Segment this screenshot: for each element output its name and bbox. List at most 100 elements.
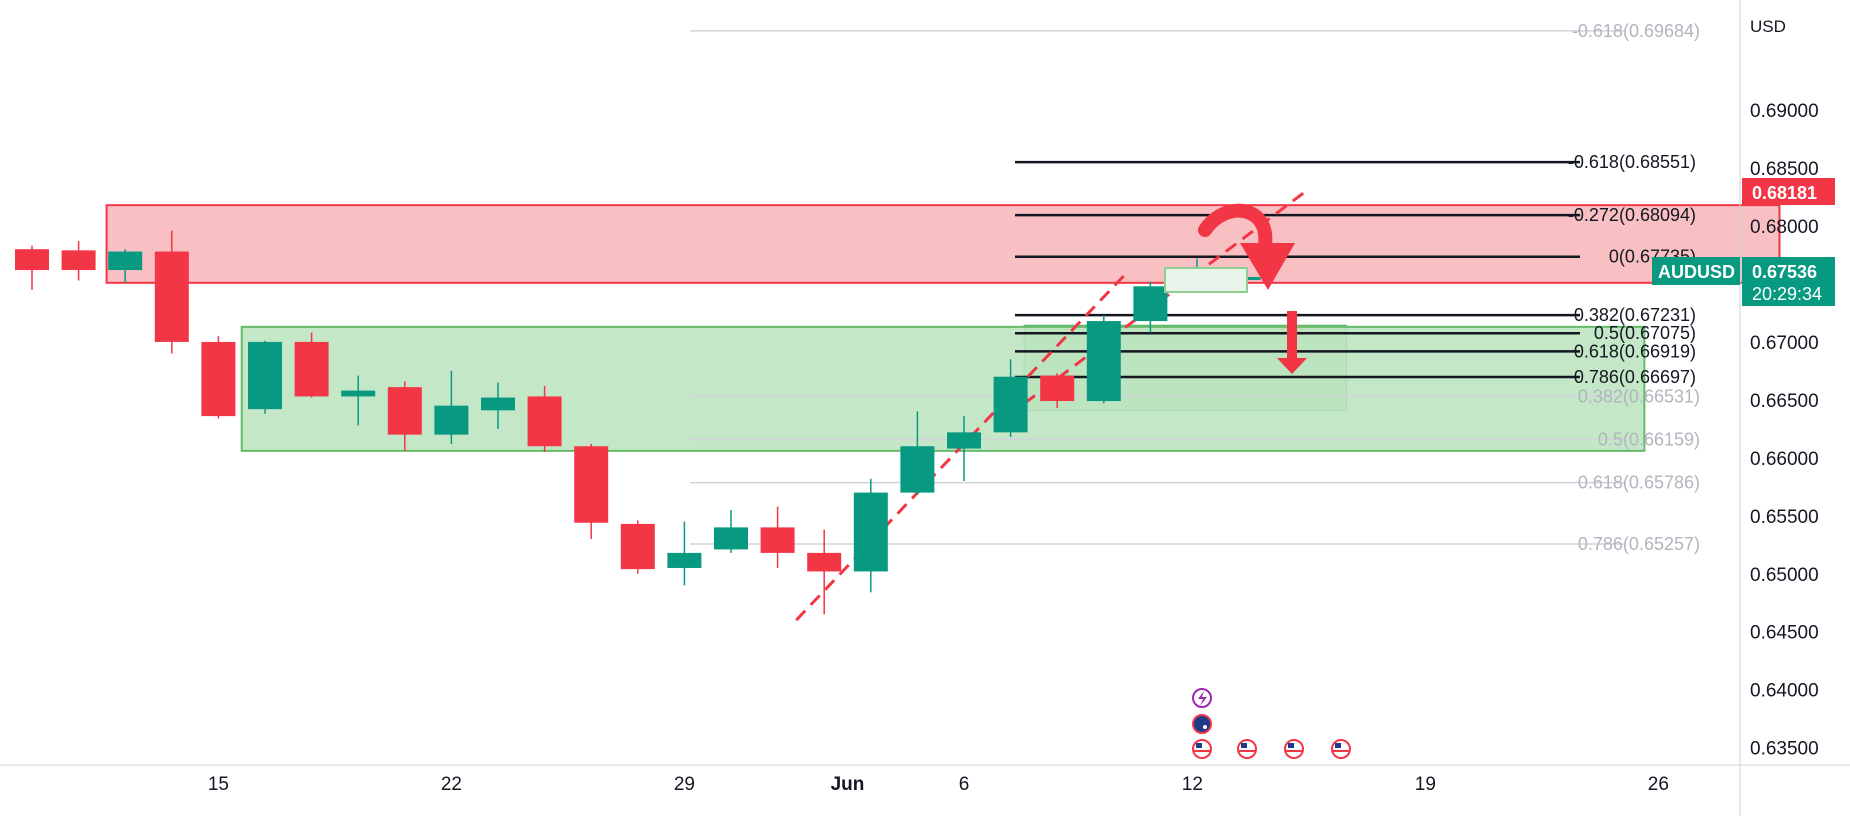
candle[interactable]: [1086, 315, 1121, 404]
bar-countdown: 20:29:34: [1752, 284, 1822, 304]
time-tick-label: 22: [441, 774, 462, 795]
resistance-zone: [105, 204, 1781, 284]
candle[interactable]: [154, 230, 189, 354]
candle[interactable]: [108, 249, 143, 283]
candle-body: [201, 341, 236, 417]
candle[interactable]: [61, 241, 96, 281]
candle[interactable]: [201, 336, 236, 419]
price-tick-label: 0.67000: [1750, 333, 1819, 354]
time-tick-label: 29: [674, 774, 695, 795]
candle[interactable]: [1133, 281, 1168, 333]
candle[interactable]: [527, 385, 562, 453]
fib-level-label: -0.272(0.68094): [1568, 205, 1696, 225]
candle-body: [667, 552, 702, 568]
candle[interactable]: [248, 340, 282, 414]
candles-layer: [15, 230, 1261, 615]
candle[interactable]: [341, 375, 376, 426]
candle-body: [900, 446, 935, 493]
time-tick-label: 15: [208, 774, 229, 795]
candle-body: [434, 405, 469, 435]
price-tick-label: 0.63500: [1750, 739, 1819, 760]
candle[interactable]: [667, 521, 702, 586]
symbol-price-tag: AUDUSD 0.67536 20:29:34: [1652, 257, 1835, 306]
fib-faint-label: 0.786(0.65257): [1578, 534, 1700, 554]
candle[interactable]: [900, 411, 935, 495]
fib-lines-layer: -0.618(0.69684) 0.382(0.66531) 0.5(0.66159…: [690, 21, 1700, 554]
au-flag-icon[interactable]: [1192, 714, 1212, 734]
curved-red-arrow: [1198, 203, 1295, 290]
down-red-arrow: [1277, 311, 1307, 374]
price-tick-label: 0.68500: [1750, 159, 1819, 180]
candle-body: [154, 251, 189, 342]
time-tick-label: 6: [959, 774, 970, 795]
candle[interactable]: [574, 443, 609, 539]
candle[interactable]: [760, 506, 795, 568]
candle-body: [714, 527, 748, 550]
price-axis[interactable]: 0.69000 0.68500 0.68000 0.67000 0.66500 0.660…: [1750, 101, 1819, 760]
us-flag-icon[interactable]: [1331, 739, 1351, 759]
price-tick-label: 0.69000: [1750, 101, 1819, 122]
candle-body: [947, 432, 981, 449]
candle-body: [853, 492, 888, 572]
candle-body: [807, 552, 842, 572]
candle-body: [15, 249, 49, 271]
candle-body: [1133, 286, 1168, 322]
candle-body: [481, 397, 515, 411]
candle[interactable]: [993, 359, 1028, 437]
time-axis[interactable]: 15 22 29 Jun 6 12 19 26: [208, 774, 1669, 795]
candle-body: [387, 387, 422, 435]
currency-label: USD: [1750, 17, 1786, 36]
event-icons[interactable]: [1192, 688, 1351, 759]
candle[interactable]: [853, 478, 888, 593]
candle-body: [341, 390, 376, 397]
candle-body: [61, 250, 96, 271]
fib-level-label: 0.382(0.67231): [1574, 305, 1696, 325]
candle[interactable]: [294, 332, 329, 398]
us-flag-icon[interactable]: [1237, 739, 1257, 759]
candle-body: [620, 523, 655, 570]
fib-level-label: -0.618(0.68551): [1568, 152, 1696, 172]
candle[interactable]: [434, 370, 469, 444]
resistance-price-value: 0.68181: [1752, 183, 1817, 203]
candle-body: [760, 527, 795, 553]
candle[interactable]: [807, 529, 842, 615]
price-tick-label: 0.65000: [1750, 565, 1819, 586]
us-flag-icon[interactable]: [1192, 739, 1212, 759]
candle-body: [527, 396, 562, 447]
time-tick-label: 26: [1648, 774, 1669, 795]
fib-level-label: 0.786(0.66697): [1574, 367, 1696, 387]
fib-faint-label: 0.618(0.65786): [1578, 473, 1700, 493]
candle[interactable]: [620, 520, 655, 574]
candle[interactable]: [387, 381, 422, 451]
fib-faint-label: 0.382(0.66531): [1578, 386, 1700, 406]
candle[interactable]: [947, 416, 981, 482]
price-tick-label: 0.66500: [1750, 391, 1819, 412]
time-tick-label: Jun: [831, 774, 865, 795]
resistance-price-tag: 0.68181: [1742, 178, 1835, 205]
fib-level-label: 0.618(0.66919): [1574, 341, 1696, 361]
consolidation-box: [1164, 267, 1248, 293]
price-tick-label: 0.65500: [1750, 507, 1819, 528]
candle[interactable]: [481, 382, 515, 429]
price-tick-label: 0.64500: [1750, 623, 1819, 644]
last-price-value: 0.67536: [1752, 262, 1817, 282]
price-tick-label: 0.68000: [1750, 217, 1819, 238]
candle-body: [1086, 321, 1121, 402]
candle-body: [574, 446, 609, 523]
candle-body: [294, 341, 329, 397]
candle-body: [248, 341, 282, 410]
us-flag-icon[interactable]: [1284, 739, 1304, 759]
candle[interactable]: [714, 510, 748, 553]
candle[interactable]: [15, 245, 49, 290]
fib-faint-label: 0.5(0.66159): [1598, 429, 1700, 449]
price-tick-label: 0.64000: [1750, 681, 1819, 702]
fib-faint-label: -0.618(0.69684): [1572, 21, 1700, 41]
fib-level-label: 0.5(0.67075): [1594, 323, 1696, 343]
support-zone: [240, 325, 1646, 452]
candle[interactable]: [1040, 373, 1075, 408]
candle-body: [108, 251, 143, 271]
candle-body: [993, 376, 1028, 433]
price-tick-label: 0.66000: [1750, 449, 1819, 470]
lightning-icon[interactable]: [1192, 688, 1212, 708]
